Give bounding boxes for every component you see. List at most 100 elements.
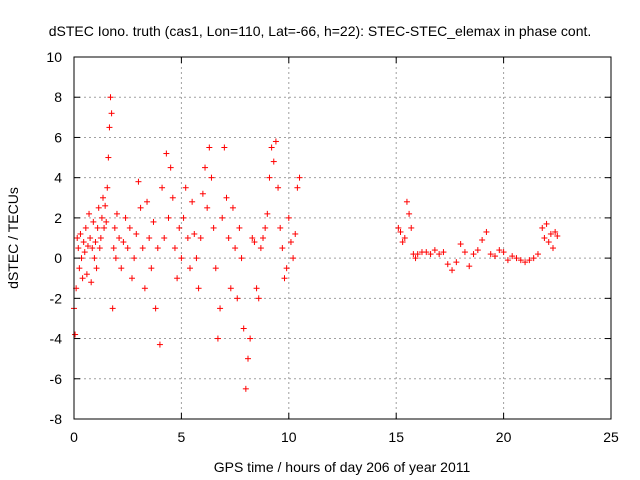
- data-point: [109, 305, 116, 312]
- y-tick-label: 8: [54, 89, 62, 105]
- data-point: [292, 230, 299, 237]
- data-point: [474, 247, 481, 254]
- data-point: [92, 239, 99, 246]
- data-point: [294, 184, 301, 191]
- data-point: [266, 174, 273, 181]
- data-point: [154, 245, 161, 252]
- y-tick-labels: -8 -6 -4 -2 0 2 4 6 8 10: [46, 49, 62, 427]
- data-point: [399, 239, 406, 246]
- data-point: [146, 235, 153, 241]
- data-point: [189, 198, 196, 205]
- data-point: [112, 255, 119, 262]
- data-point: [148, 265, 155, 272]
- data-point: [137, 204, 144, 211]
- data-point: [80, 239, 87, 246]
- data-point: [268, 144, 275, 151]
- data-point: [517, 257, 524, 264]
- data-point: [290, 255, 297, 262]
- data-point: [174, 275, 181, 282]
- data-point: [191, 230, 198, 237]
- data-point: [197, 235, 204, 241]
- data-point: [275, 184, 282, 191]
- data-point: [176, 224, 183, 231]
- data-point: [122, 214, 129, 221]
- data-point: [229, 204, 236, 211]
- data-point: [526, 257, 533, 264]
- data-point: [102, 202, 109, 209]
- data-point: [84, 243, 91, 250]
- data-point: [550, 245, 557, 252]
- y-tick-label: 4: [54, 170, 62, 186]
- data-point: [223, 194, 230, 201]
- data-point: [113, 210, 120, 217]
- data-point: [281, 275, 288, 282]
- data-point: [81, 249, 88, 256]
- data-point: [552, 228, 559, 235]
- data-point: [545, 239, 552, 246]
- data-point: [397, 228, 404, 235]
- data-point: [444, 261, 451, 268]
- data-point: [186, 265, 193, 272]
- data-point: [264, 210, 271, 217]
- data-point: [509, 253, 516, 260]
- data-point: [99, 194, 106, 201]
- data-point: [257, 245, 264, 252]
- data-point: [120, 239, 127, 246]
- data-point: [128, 275, 135, 282]
- data-point: [423, 249, 430, 256]
- data-point: [249, 235, 256, 241]
- data-point: [152, 305, 159, 312]
- data-point: [165, 214, 172, 221]
- data-point: [253, 285, 260, 292]
- data-point: [217, 305, 224, 312]
- data-point: [219, 214, 226, 221]
- data-point: [133, 230, 140, 237]
- data-point: [408, 224, 415, 231]
- data-point: [401, 235, 408, 241]
- grid: [74, 57, 611, 419]
- data-point: [453, 259, 460, 266]
- data-point: [103, 218, 110, 225]
- data-point: [214, 335, 221, 342]
- data-point: [135, 178, 142, 185]
- data-point: [74, 235, 81, 241]
- data-point: [182, 184, 189, 191]
- data-point: [479, 237, 486, 244]
- data-point: [141, 285, 148, 292]
- data-point: [184, 235, 191, 241]
- data-point: [522, 259, 529, 266]
- data-point: [88, 279, 95, 286]
- data-point: [193, 255, 200, 262]
- data-point: [79, 275, 86, 282]
- data-point: [513, 255, 520, 262]
- data-point: [530, 255, 537, 262]
- data-point: [86, 210, 93, 217]
- y-tick-label: 6: [54, 129, 62, 145]
- data-point: [225, 235, 232, 241]
- data-point: [161, 235, 168, 241]
- data-point: [111, 224, 118, 231]
- data-point: [97, 235, 104, 241]
- data-point: [212, 265, 219, 272]
- data-point: [547, 230, 554, 237]
- data-point: [159, 184, 166, 191]
- data-point: [543, 220, 550, 227]
- y-tick-label: -6: [50, 371, 63, 387]
- data-point: [483, 228, 490, 235]
- data-point: [144, 198, 151, 205]
- data-point: [487, 251, 494, 258]
- data-point: [110, 245, 117, 252]
- data-point: [238, 255, 245, 262]
- data-point: [541, 235, 548, 241]
- data-point: [90, 218, 97, 225]
- y-tick-label: 10: [46, 49, 62, 65]
- data-point: [206, 144, 213, 151]
- data-point: [262, 224, 269, 231]
- data-point: [93, 265, 100, 272]
- x-tick-label: 5: [178, 429, 186, 445]
- data-point: [492, 253, 499, 260]
- data-point: [296, 174, 303, 181]
- data-point: [167, 164, 174, 171]
- data-point: [124, 245, 131, 252]
